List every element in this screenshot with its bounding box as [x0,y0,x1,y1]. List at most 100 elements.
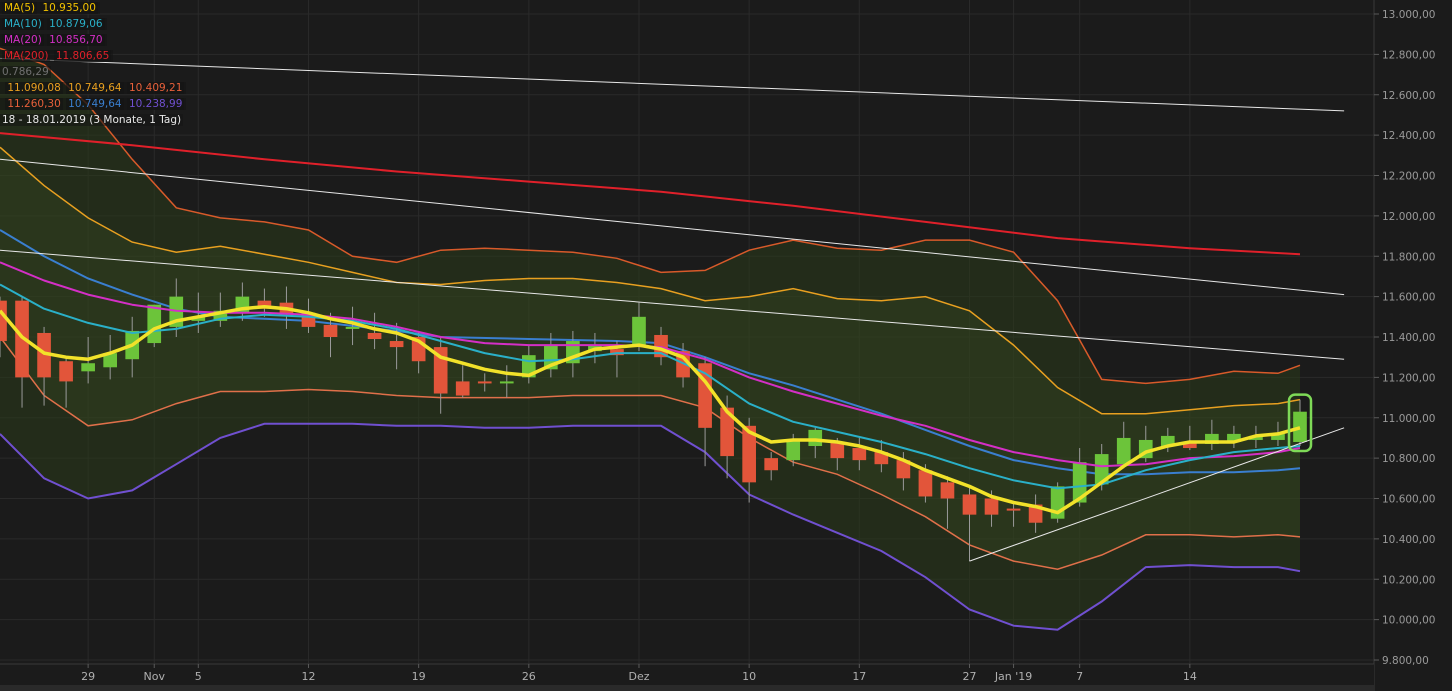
y-tick-label: 12.400,00 [1382,130,1435,142]
legend-ma200-value: 11.806,65 [53,50,112,62]
outer-band-area [0,48,1300,630]
y-tick-label: 11.600,00 [1382,292,1435,304]
candle-up [1293,411,1307,442]
y-tick-label: 10.600,00 [1382,494,1435,506]
candle-down [830,441,845,459]
candle-up [1072,462,1087,503]
legend-row5: 0.786,29 [0,64,186,80]
candle-up [632,316,646,348]
line-bb2_lower [0,422,1301,631]
candle-up [786,439,801,461]
candle-down [323,324,338,337]
y-tick-label: 12.200,00 [1382,171,1435,183]
y-axis-ticks: 13.000,00 12.800,00 12.600,00 12.400,00 12.2… [1374,9,1435,667]
x-tick-label: 12 [301,670,315,683]
candle-down [59,361,73,382]
candle-up [1094,454,1109,485]
legend-bb1-lower: 10.409,21 [126,82,185,94]
x-tick-label: 14 [1183,670,1197,683]
x-tick-label: 7 [1076,670,1083,683]
candle-down [477,381,492,384]
candle-down [37,332,51,378]
candle-down [367,332,382,340]
x-tick-label: Dez [628,670,649,683]
x-tick-label: 17 [852,670,866,683]
candle-down [1183,441,1197,449]
legend-row5-value: 0.786,29 [0,66,51,78]
last-candle-highlight [1287,393,1313,453]
legend-bb1-mid: 10.749,64 [66,82,124,94]
line-bb1_upper [0,146,1301,415]
y-tick-label: 12.800,00 [1382,49,1435,61]
indicator-legend: MA(5) 10.935,00 MA(10) 10.879,06 MA(20) … [0,0,187,128]
candle-up [103,353,117,368]
candle-down [984,498,999,515]
candle-up [499,381,514,384]
trendline-trend3 [0,249,1345,360]
trendline-trend1 [0,57,1345,112]
x-tick-label: 27 [962,670,976,683]
legend-period-text: 18 - 18.01.2019 (3 Monate, 1 Tag) [0,114,184,126]
legend-period: 18 - 18.01.2019 (3 Monate, 1 Tag) [0,112,186,128]
legend-ma200-label: MA(200) [2,50,51,62]
legend-ma10-value: 10.879,06 [47,18,105,30]
trendline-trend4 [969,427,1345,562]
candle-down [455,381,470,396]
candle-down [742,425,756,483]
candle-down [918,470,933,497]
candle-down [896,460,911,479]
candlesticks [0,278,1307,562]
candle-down [1006,508,1021,511]
y-tick-label: 10.200,00 [1382,574,1435,586]
y-tick-label: 10.800,00 [1382,453,1435,465]
legend-ma20-label: MA(20) [2,34,44,46]
y-tick-label: 11.000,00 [1382,413,1435,425]
y-tick-label: 11.800,00 [1382,251,1435,263]
legend-bb2-mid: 10.749,64 [66,98,124,110]
candle-down [764,458,779,471]
candle-up [147,304,162,344]
y-axis-panel [1374,0,1452,691]
y-tick-label: 11.200,00 [1382,372,1435,384]
x-axis-ticks: 29 Nov 5 12 19 26 Dez 10 17 27 Jan '19 7 14 [81,664,1197,683]
line-bb2_upper [0,47,1301,385]
legend-ma5-value: 10.935,00 [40,2,98,14]
candle-up [213,310,228,321]
legend-bb1-upper: 11.090,08 [5,82,63,94]
candle-up [1271,433,1285,440]
legend-ma10: MA(10) 10.879,06 [0,16,186,32]
candle-down [389,341,404,348]
candle-down [0,300,7,342]
y-tick-label: 12.600,00 [1382,90,1435,102]
x-tick-label: Jan '19 [994,670,1032,683]
legend-bb1: 11.090,08 10.749,64 10.409,21 [0,80,187,96]
candle-up [1227,433,1241,442]
legend-ma200: MA(200) 11.806,65 [0,48,186,64]
trendline-trend2 [0,158,1345,296]
inner-band-area [0,147,1300,570]
x-tick-label: 26 [522,670,536,683]
highlight-box [1287,393,1313,453]
bottom-scrollbar[interactable] [0,685,1374,691]
y-tick-label: 9.800,00 [1382,655,1429,667]
legend-ma20: MA(20) 10.856,70 [0,32,186,48]
candle-up [808,429,823,447]
candle-up [81,363,95,372]
line-ma200 [0,132,1301,256]
y-tick-label: 13.000,00 [1382,9,1435,21]
candle-up [1160,435,1175,447]
candle-down [940,482,955,499]
y-tick-label: 10.400,00 [1382,534,1435,546]
legend-bb2-lower: 10.238,99 [126,98,185,110]
candle-down [720,407,734,457]
candle-up [1205,433,1219,444]
y-tick-label: 10.000,00 [1382,615,1435,627]
y-tick-label: 12.000,00 [1382,211,1435,223]
legend-ma20-value: 10.856,70 [47,34,105,46]
legend-ma5: MA(5) 10.935,00 [0,0,186,16]
line-ma5 [0,304,1301,515]
x-tick-label: 5 [195,670,202,683]
legend-bb2-upper: 11.260,30 [5,98,63,110]
legend-ma5-label: MA(5) [2,2,38,14]
